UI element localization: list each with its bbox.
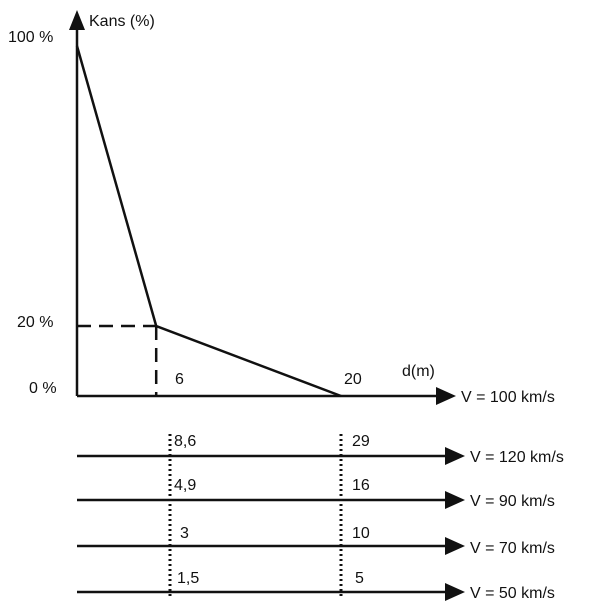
y-axis-arrowhead [69, 10, 85, 30]
y-tick-label-0: 0 % [29, 380, 57, 397]
scale-70-value-1: 3 [180, 525, 189, 542]
y-tick-label-20: 20 % [17, 314, 53, 331]
scale-120-value-1: 8,6 [174, 433, 196, 450]
speed-label-90: V = 90 km/s [470, 493, 555, 510]
reference-speed-label: V = 100 km/s [461, 389, 555, 406]
speed-scale-arrowhead-1 [445, 447, 465, 465]
y-tick-label-100: 100 % [8, 29, 53, 46]
speed-scale-arrowhead-3 [445, 537, 465, 555]
speed-label-70: V = 70 km/s [470, 540, 555, 557]
x-tick-label-20: 20 [344, 371, 362, 388]
scale-90-value-1: 4,9 [174, 477, 196, 494]
x-axis-label: d(m) [402, 363, 435, 380]
scale-50-value-2: 5 [355, 570, 364, 587]
speed-scale-arrowhead-4 [445, 583, 465, 601]
scale-120-value-2: 29 [352, 433, 370, 450]
speed-label-120: V = 120 km/s [470, 449, 564, 466]
scale-90-value-2: 16 [352, 477, 370, 494]
scale-70-value-2: 10 [352, 525, 370, 542]
y-axis-label: Kans (%) [89, 13, 155, 30]
speed-scales [77, 447, 465, 601]
x-axis-arrowhead [436, 387, 456, 405]
series-line [75, 45, 342, 398]
speed-label-50: V = 50 km/s [470, 585, 555, 602]
scale-50-value-1: 1,5 [177, 570, 199, 587]
x-tick-label-6: 6 [175, 371, 184, 388]
speed-scale-arrowhead-2 [445, 491, 465, 509]
